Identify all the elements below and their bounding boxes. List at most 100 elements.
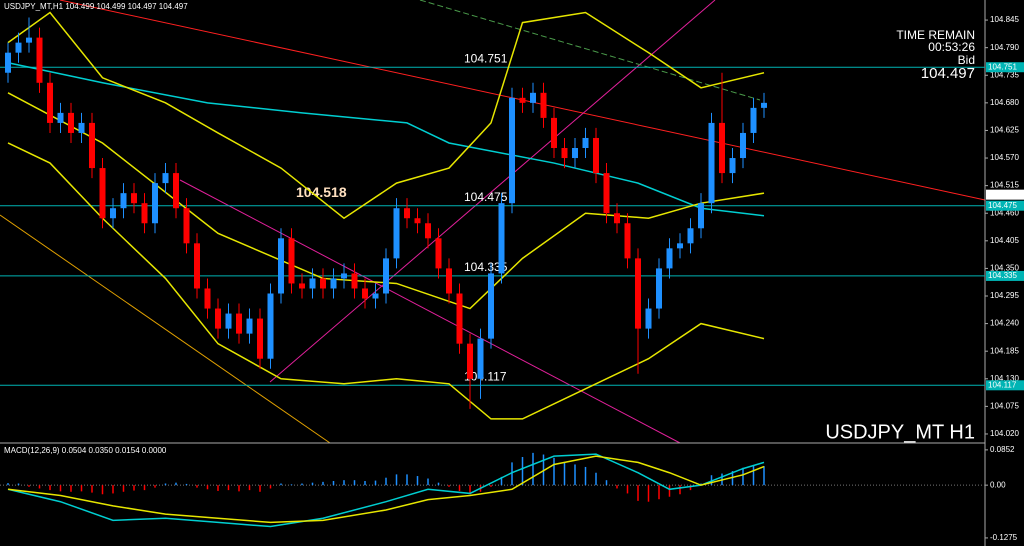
- y-tick-label: 104.405: [990, 236, 1019, 245]
- axis-price-label: 104.497: [988, 190, 1017, 199]
- candle-body: [99, 168, 106, 219]
- candle-body: [467, 343, 473, 379]
- trend-line: [0, 214, 331, 444]
- candle-body: [89, 122, 95, 169]
- candle-body: [372, 293, 379, 299]
- candle-body: [540, 92, 547, 118]
- candle-body: [309, 278, 316, 289]
- candle-body: [57, 112, 64, 123]
- candle-body: [446, 268, 452, 294]
- candle-body: [257, 318, 263, 359]
- symbol-label: USDJPY_MT H1: [825, 421, 975, 443]
- candle-body: [729, 158, 736, 174]
- candle-body: [393, 208, 400, 259]
- axis-price-label: 104.475: [988, 201, 1017, 210]
- candle-body: [593, 137, 599, 174]
- candle-body: [120, 193, 127, 209]
- candle-body: [320, 278, 326, 289]
- indicator-line: [7, 61, 765, 217]
- y-tick-label: 104.240: [990, 319, 1019, 328]
- candle-body: [236, 313, 242, 334]
- candle-body: [498, 203, 505, 274]
- candle-body: [215, 308, 221, 329]
- level-label: 104.475: [464, 190, 508, 204]
- macd-line: [7, 453, 765, 528]
- candle-body: [614, 213, 620, 224]
- y-tick-label: 0.0852: [990, 445, 1015, 454]
- candle-body: [603, 173, 610, 214]
- y-tick-label: 104.570: [990, 153, 1019, 162]
- candle-body: [677, 243, 683, 249]
- candle-body: [267, 293, 274, 359]
- level-label: 104.335: [464, 260, 508, 274]
- candle-body: [47, 82, 53, 123]
- axis-price-box: [986, 270, 1024, 281]
- y-tick-label: 104.845: [990, 15, 1019, 24]
- chart-title: USDJPY_MT,H1 104.499 104.499 104.497 104…: [4, 2, 188, 11]
- y-tick-label: 104.515: [990, 181, 1019, 190]
- candle-body: [719, 122, 725, 174]
- indicator-line: [7, 92, 765, 310]
- candle-body: [288, 238, 295, 284]
- candle-body: [477, 338, 484, 379]
- candle-body: [173, 173, 179, 209]
- axis-price-box: [986, 62, 1024, 73]
- candle-body: [425, 223, 431, 239]
- candle-body: [225, 313, 232, 329]
- y-tick-label: 104.460: [990, 208, 1019, 217]
- axis-price-label: 104.335: [988, 271, 1017, 280]
- indicator-line: [7, 11, 765, 220]
- candle-body: [666, 248, 673, 269]
- y-tick-label: 0.00: [990, 480, 1006, 489]
- trend-line: [269, 0, 716, 383]
- candle-body: [341, 273, 347, 279]
- time-remain: 00:53:26: [928, 40, 975, 54]
- candle-body: [351, 273, 358, 289]
- candle-body: [582, 137, 589, 149]
- bid: 104.497: [921, 65, 975, 82]
- y-tick-label: 104.020: [990, 429, 1019, 438]
- candle-body: [5, 52, 11, 73]
- candle-body: [194, 243, 200, 289]
- candle-body: [131, 193, 137, 204]
- marked-price: 104.518: [296, 184, 347, 200]
- candle-body: [624, 223, 631, 259]
- level-label: 104.751: [464, 51, 508, 65]
- y-tick-label: 104.185: [990, 346, 1019, 355]
- axis-price-box: [986, 189, 1024, 200]
- candle-body: [246, 318, 253, 334]
- candle-body: [162, 173, 169, 184]
- y-tick-label: 104.350: [990, 264, 1019, 273]
- candle-body: [204, 288, 211, 309]
- axis-price-label: 104.117: [988, 380, 1017, 389]
- candle-body: [740, 132, 746, 159]
- candle-body: [488, 273, 494, 339]
- trend-line: [419, 0, 761, 101]
- macd-line: [7, 455, 765, 524]
- axis-price-label: 104.751: [988, 62, 1017, 71]
- axis-price-box: [986, 380, 1024, 391]
- candle-body: [561, 148, 568, 159]
- candle-body: [110, 208, 116, 219]
- y-tick-label: 104.075: [990, 401, 1019, 410]
- candle-body: [708, 122, 715, 204]
- candle-body: [404, 208, 410, 219]
- candle-body: [36, 37, 43, 83]
- axis-price-box: [986, 200, 1024, 211]
- y-tick-label: 104.295: [990, 291, 1019, 300]
- candle-body: [362, 288, 368, 299]
- indicator-line: [7, 142, 765, 420]
- candle-body: [519, 97, 526, 103]
- candle-body: [551, 117, 557, 149]
- macd-title: MACD(12,26,9) 0.0504 0.0350 0.0154 0.000…: [4, 446, 167, 455]
- bid-label: Bid: [958, 53, 975, 67]
- candle-body: [183, 208, 190, 244]
- time-remain-label: TIME REMAIN: [896, 28, 975, 42]
- candle-body: [656, 268, 662, 309]
- candle-body: [330, 278, 337, 289]
- candle-body: [750, 107, 757, 133]
- candle-body: [645, 308, 652, 329]
- candle-body: [152, 183, 158, 224]
- y-tick-label: 104.790: [990, 43, 1019, 52]
